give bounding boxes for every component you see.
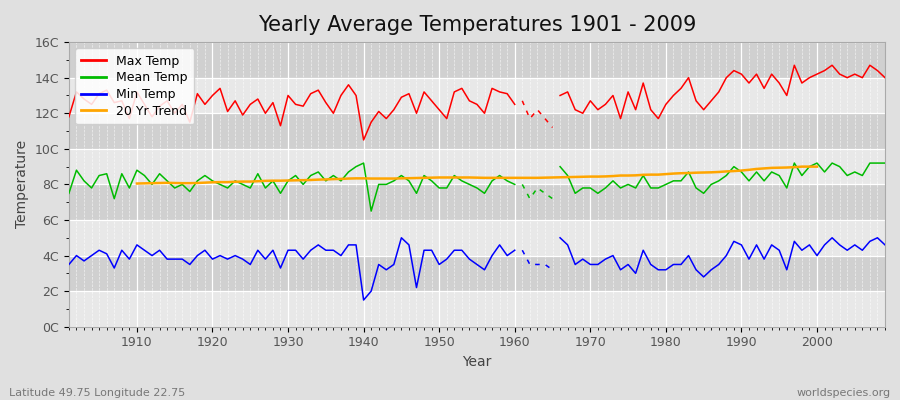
Bar	[69, 256, 885, 291]
Bar	[69, 149, 885, 184]
X-axis label: Year: Year	[463, 355, 491, 369]
Bar	[69, 291, 885, 327]
Bar	[69, 42, 885, 78]
Text: worldspecies.org: worldspecies.org	[796, 388, 891, 398]
Bar	[69, 113, 885, 149]
Bar	[69, 184, 885, 220]
Text: Latitude 49.75 Longitude 22.75: Latitude 49.75 Longitude 22.75	[9, 388, 185, 398]
Title: Yearly Average Temperatures 1901 - 2009: Yearly Average Temperatures 1901 - 2009	[257, 15, 696, 35]
Legend: Max Temp, Mean Temp, Min Temp, 20 Yr Trend: Max Temp, Mean Temp, Min Temp, 20 Yr Tre…	[76, 48, 194, 124]
Y-axis label: Temperature: Temperature	[15, 140, 29, 228]
Bar	[69, 220, 885, 256]
Bar	[69, 78, 885, 113]
